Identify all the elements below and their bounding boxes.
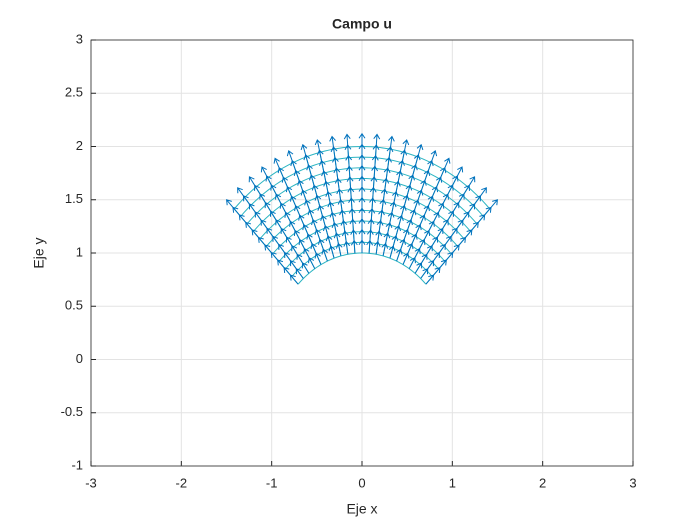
arrow	[343, 133, 351, 148]
chart-title: Campo u	[332, 16, 392, 32]
arrow	[373, 133, 381, 148]
arrow	[455, 166, 464, 179]
x-tick-label: -1	[266, 475, 278, 490]
arrow	[388, 135, 395, 150]
arrow	[329, 135, 336, 150]
x-tick-label: 3	[629, 475, 636, 490]
arrow	[314, 139, 322, 153]
x-axis-label: Eje x	[346, 501, 377, 517]
arrow	[248, 176, 257, 188]
arrow	[273, 157, 281, 170]
y-tick-label: -1	[71, 457, 83, 472]
x-tick-label: -3	[85, 475, 97, 490]
arrow	[237, 187, 246, 198]
y-tick-label: 3	[76, 31, 83, 46]
arrow	[416, 143, 424, 158]
x-tick-label: 0	[358, 475, 365, 490]
arrow	[430, 150, 438, 163]
y-tick-label: 0.5	[65, 298, 83, 313]
y-tick-label: 1.5	[65, 191, 83, 206]
x-tick-label: 2	[539, 475, 546, 490]
y-tick-label: -0.5	[61, 404, 83, 419]
plot-frame	[90, 39, 634, 467]
y-tick-label: 0	[76, 351, 83, 366]
arrow	[467, 176, 476, 188]
arrow	[358, 132, 366, 147]
y-tick-label: 2	[76, 138, 83, 153]
y-axis-label: Eje y	[31, 237, 47, 268]
x-tick-label: 1	[449, 475, 456, 490]
y-tick-label: 2.5	[65, 85, 83, 100]
y-tick-label: 1	[76, 244, 83, 259]
arrow	[489, 199, 498, 210]
arrow	[286, 150, 294, 163]
arrow	[478, 187, 487, 198]
arrow	[402, 139, 410, 153]
arrow	[443, 157, 451, 170]
x-tick-label: -2	[176, 475, 188, 490]
arrow	[300, 143, 308, 158]
arrow	[260, 166, 269, 179]
arrow	[226, 199, 235, 210]
